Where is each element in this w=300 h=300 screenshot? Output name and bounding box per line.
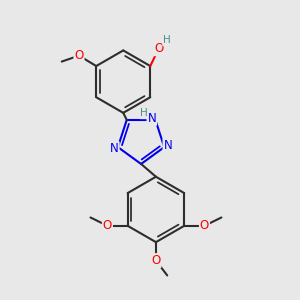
Text: O: O	[74, 49, 84, 62]
Text: N: N	[164, 139, 172, 152]
Text: H: H	[140, 108, 148, 118]
Text: O: O	[151, 254, 160, 267]
Text: O: O	[103, 219, 112, 232]
Text: O: O	[154, 42, 163, 55]
Text: N: N	[148, 112, 156, 125]
Text: O: O	[200, 219, 209, 232]
Text: H: H	[163, 35, 171, 46]
Text: N: N	[110, 142, 119, 155]
